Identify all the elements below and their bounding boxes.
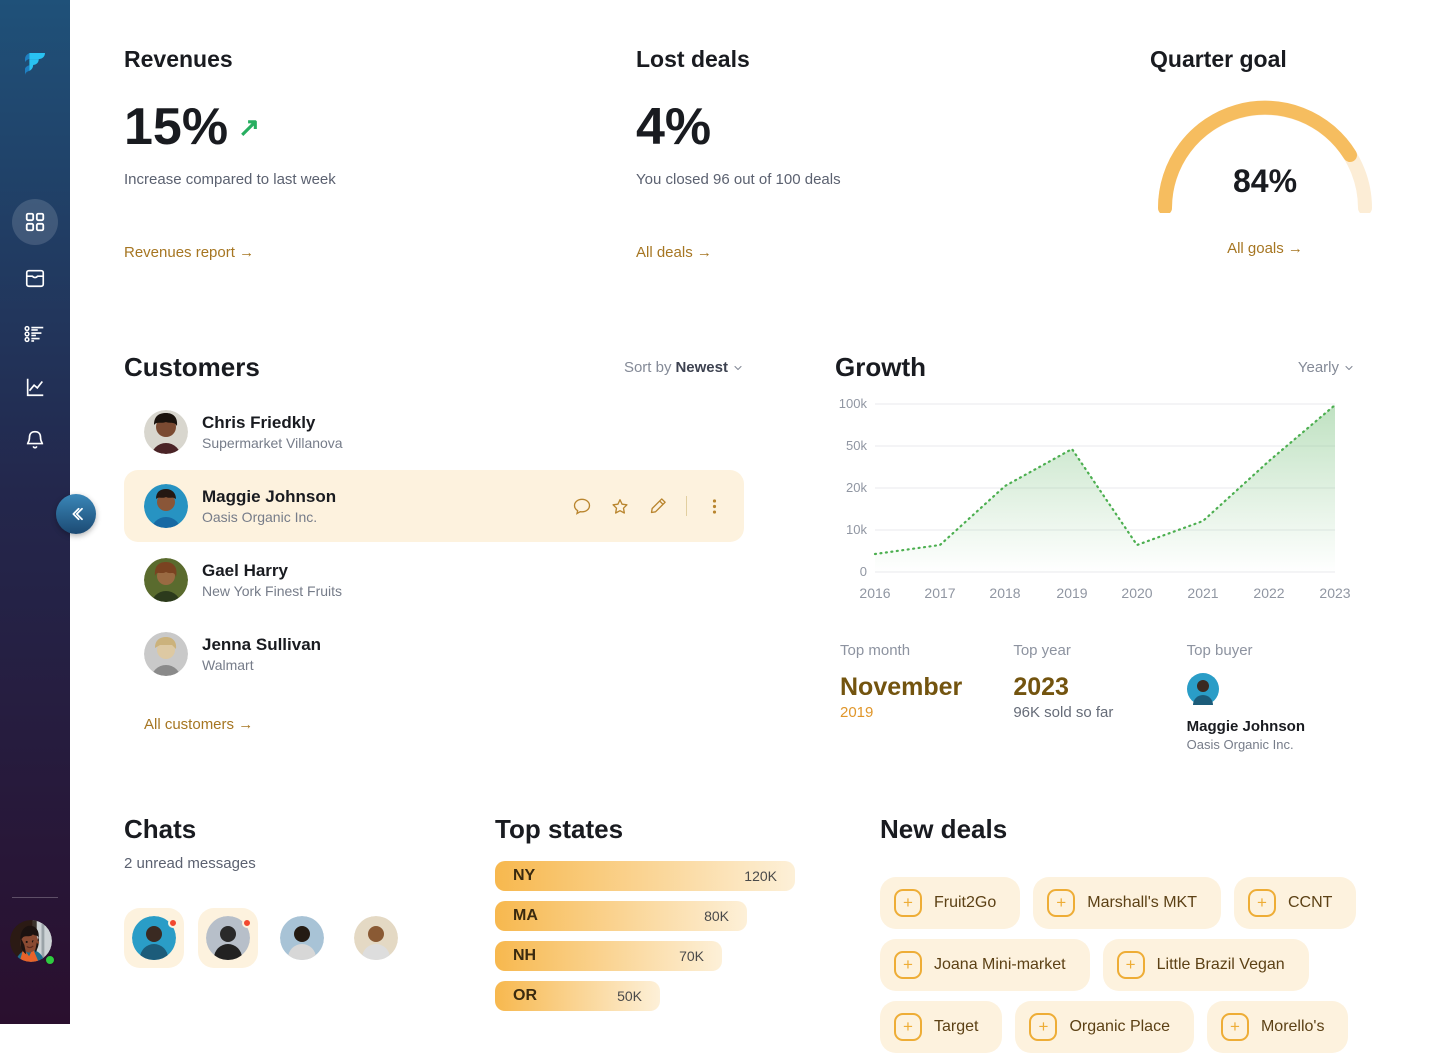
svg-text:2020: 2020 xyxy=(1121,585,1152,601)
svg-text:0: 0 xyxy=(860,564,867,579)
svg-text:20k: 20k xyxy=(846,480,867,495)
svg-text:50k: 50k xyxy=(846,438,867,453)
svg-text:2017: 2017 xyxy=(924,585,955,601)
svg-text:2022: 2022 xyxy=(1253,585,1284,601)
svg-text:2023: 2023 xyxy=(1319,585,1350,601)
svg-text:2018: 2018 xyxy=(989,585,1020,601)
svg-text:10k: 10k xyxy=(846,522,867,537)
svg-text:2021: 2021 xyxy=(1187,585,1218,601)
svg-text:2019: 2019 xyxy=(1056,585,1087,601)
svg-text:2016: 2016 xyxy=(859,585,890,601)
svg-text:100k: 100k xyxy=(839,396,868,411)
